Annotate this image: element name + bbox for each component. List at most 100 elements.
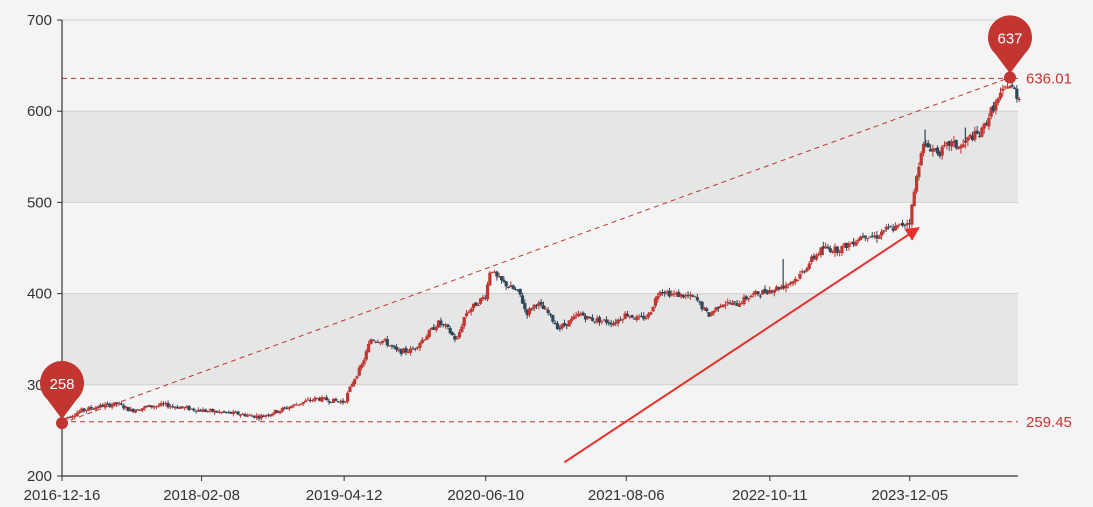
candle-body	[866, 238, 870, 240]
x-tick-label: 2020-06-10	[447, 487, 524, 504]
candle-body	[994, 101, 998, 111]
candle-body	[831, 251, 835, 253]
candle-body	[744, 296, 748, 300]
x-tick-label: 2022-10-11	[732, 487, 808, 504]
candle-body	[210, 408, 214, 412]
candle-body	[611, 323, 616, 326]
candle-body	[273, 409, 277, 414]
candle-body	[856, 239, 860, 242]
candle-body	[747, 297, 751, 300]
candle-body	[959, 145, 963, 149]
candle-body	[110, 405, 114, 408]
candle-body	[560, 324, 564, 329]
candle-body	[614, 322, 618, 324]
candle-body	[362, 360, 366, 365]
x-tick-label: 2021-08-06	[588, 487, 665, 504]
candle-body	[178, 407, 182, 409]
candle-body	[903, 224, 907, 226]
candle-body	[241, 413, 245, 415]
candle-body	[322, 397, 326, 399]
candle-body	[320, 397, 324, 402]
x-tick-label: 2019-04-12	[306, 487, 383, 504]
candle-body	[660, 291, 665, 293]
candle-body	[446, 324, 450, 327]
candle-body	[411, 348, 415, 350]
candle-body	[350, 383, 354, 387]
candle-body	[404, 348, 408, 353]
candle-body	[737, 304, 741, 307]
candle-body	[138, 410, 142, 412]
candle-body	[947, 141, 951, 146]
mark-lines: 636.01 259.45	[62, 70, 1072, 431]
candle-body	[663, 292, 667, 294]
candle-body	[898, 223, 902, 225]
candle-body	[341, 400, 345, 403]
candle-body	[819, 247, 823, 256]
candle-body	[481, 297, 485, 299]
candle-body	[653, 298, 658, 307]
candle-body	[292, 404, 296, 406]
candle-body	[579, 313, 583, 315]
grid-band	[62, 293, 1018, 385]
candle-body	[628, 316, 632, 318]
candle-body	[597, 317, 602, 323]
candle-body	[539, 301, 543, 305]
candle-body	[814, 255, 818, 260]
candle-body	[530, 308, 534, 310]
candle-body	[180, 406, 184, 408]
candle-body	[422, 339, 427, 341]
candle-body	[537, 302, 541, 306]
candle-body	[369, 339, 373, 345]
candle-body	[492, 271, 497, 273]
candle-body	[609, 322, 613, 325]
candle-body	[497, 276, 501, 278]
candle-body	[709, 312, 713, 316]
candle-body	[1017, 98, 1021, 100]
candle-body	[509, 285, 513, 288]
candle-body	[879, 231, 884, 236]
candle-body	[511, 285, 515, 290]
x-axis-ticks: 2016-12-16 2018-02-08 2019-04-12 2020-06-10…	[24, 476, 948, 504]
candle-body	[719, 305, 723, 308]
x-tick-label: 2018-02-08	[163, 487, 240, 504]
candle-body	[886, 226, 891, 228]
candle-body	[796, 279, 800, 281]
candle-body	[332, 398, 336, 403]
candle-body	[523, 302, 527, 310]
candle-body	[518, 288, 522, 295]
candle-body	[285, 407, 289, 409]
candle-body	[401, 348, 406, 354]
candle-body	[749, 295, 753, 298]
candle-body	[569, 318, 574, 322]
candle-body	[96, 406, 100, 408]
candle-body	[576, 313, 581, 317]
candle-body	[842, 243, 846, 246]
candle-body	[140, 408, 145, 411]
candle-body	[740, 303, 744, 305]
candle-body	[702, 307, 706, 310]
mark-point: 258	[40, 361, 85, 430]
candle-body	[775, 286, 779, 291]
candle-body	[252, 415, 256, 418]
candle-body	[845, 243, 849, 249]
candle-body	[152, 406, 156, 408]
candle-body	[642, 315, 646, 320]
candle-body	[534, 305, 539, 307]
candle-body	[159, 403, 163, 406]
candle-body	[101, 405, 105, 407]
candle-body	[299, 403, 303, 405]
candle-body	[133, 409, 138, 413]
candle-body	[833, 246, 837, 253]
candle-body	[982, 123, 986, 129]
candle-body	[532, 304, 536, 309]
candle-body	[924, 144, 928, 146]
candle-body	[770, 291, 774, 293]
candle-body	[150, 405, 154, 408]
candle-body	[353, 379, 357, 385]
grid-band	[62, 111, 1018, 203]
candle-body	[758, 295, 762, 297]
candle-body	[849, 243, 853, 245]
candle-body	[583, 315, 588, 320]
candle-body	[520, 295, 525, 304]
candle-body	[269, 414, 273, 417]
